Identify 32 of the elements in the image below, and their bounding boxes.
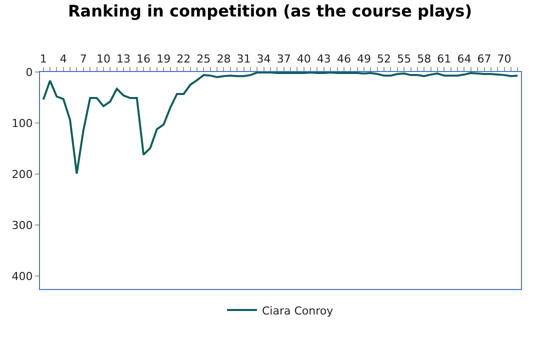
x-tick-label: 64 bbox=[457, 52, 472, 66]
x-tick-label: 49 bbox=[357, 52, 372, 66]
x-tick-label: 70 bbox=[497, 52, 512, 66]
x-tick-label: 46 bbox=[336, 52, 351, 66]
x-tick-label: 1 bbox=[40, 52, 47, 66]
x-tick-label: 37 bbox=[276, 52, 291, 66]
x-tick-label: 58 bbox=[417, 52, 432, 66]
x-tick-label: 31 bbox=[236, 52, 251, 66]
x-tick-label: 55 bbox=[397, 52, 412, 66]
y-tick-label: 100 bbox=[12, 116, 33, 130]
y-tick-label: 200 bbox=[12, 168, 33, 181]
x-tick-label: 22 bbox=[176, 52, 191, 66]
legend-label: Ciara Conroy bbox=[262, 304, 334, 318]
x-tick-label: 67 bbox=[477, 52, 492, 66]
y-tick-label: 300 bbox=[12, 219, 33, 232]
x-tick-label: 4 bbox=[60, 52, 67, 66]
y-tick-label: 0 bbox=[26, 66, 33, 79]
x-tick-label: 43 bbox=[316, 52, 331, 66]
x-tick-label: 25 bbox=[196, 52, 211, 66]
x-tick-label: 28 bbox=[216, 52, 231, 66]
x-tick-label: 16 bbox=[136, 52, 151, 66]
x-tick-label: 40 bbox=[296, 52, 311, 66]
x-tick-label: 10 bbox=[96, 52, 110, 66]
line-series bbox=[42, 72, 519, 175]
y-tick-label: 400 bbox=[12, 270, 33, 284]
x-tick-label: 52 bbox=[377, 52, 392, 66]
x-tick-label: 19 bbox=[156, 52, 171, 66]
x-tick-label: 61 bbox=[437, 52, 452, 66]
x-tick-label: 13 bbox=[116, 52, 131, 66]
chart-title: Ranking in competition (as the course plays) bbox=[68, 1, 472, 20]
x-tick-label: 7 bbox=[80, 52, 87, 66]
x-tick-label: 34 bbox=[256, 52, 271, 66]
